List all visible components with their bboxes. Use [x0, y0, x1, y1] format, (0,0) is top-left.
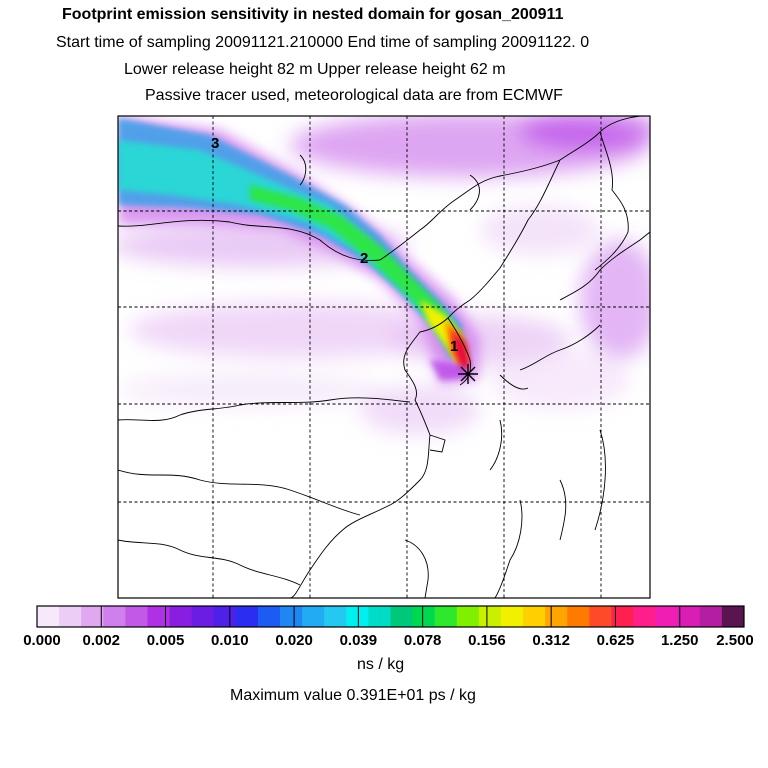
colorbar-cell: [633, 606, 657, 627]
sensitivity-field: [118, 116, 650, 598]
plot-title: Footprint emission sensitivity in nested…: [62, 6, 564, 23]
point-label-1: 1: [450, 338, 458, 355]
colorbar-cell: [699, 606, 723, 627]
colorbar-tick-label: 0.002: [82, 632, 120, 649]
colorbar-tick-label: 0.312: [532, 632, 570, 649]
colorbar-cells: [37, 606, 745, 627]
colorbar-cell: [125, 606, 148, 627]
emission-plume: [118, 116, 480, 385]
colorbar-units: ns / kg: [357, 656, 405, 673]
colorbar-cell: [611, 606, 634, 627]
map-grid: [118, 116, 650, 598]
colorbar-cell: [81, 606, 104, 627]
colorbar-cell: [257, 606, 281, 627]
colorbar: 0.000 0.002 0.005 0.010 0.020 0.039 0.078 0.156…: [23, 605, 754, 649]
colorbar-cell: [500, 606, 524, 627]
colorbar-cell: [324, 606, 347, 627]
coastlines: [118, 116, 650, 598]
colorbar-cell: [523, 606, 546, 627]
colorbar-cell: [169, 606, 193, 627]
receptor-star-icon: [458, 364, 478, 384]
colorbar-cell: [147, 606, 170, 627]
colorbar-cell: [280, 606, 303, 627]
colorbar-tick-label: 0.078: [404, 632, 442, 649]
colorbar-tick-label: 0.010: [211, 632, 249, 649]
colorbar-cell: [103, 606, 126, 627]
colorbar-tick-label: 0.020: [275, 632, 313, 649]
colorbar-cell: [478, 606, 502, 627]
point-label-2: 2: [360, 250, 368, 267]
colorbar-tick-label: 0.156: [468, 632, 506, 649]
colorbar-tick-label: 0.000: [23, 632, 61, 649]
point-label-3: 3: [211, 135, 219, 152]
colorbar-cell: [412, 606, 436, 627]
colorbar-cell: [677, 606, 701, 627]
colorbar-cell: [302, 606, 325, 627]
colorbar-cell: [368, 606, 391, 627]
map-frame: [117, 115, 651, 599]
colorbar-tick-label: 0.625: [597, 632, 635, 649]
colorbar-cell: [434, 606, 458, 627]
colorbar-cell: [235, 606, 259, 627]
colorbar-tick-label: 0.039: [340, 632, 378, 649]
colorbar-tick-label: 0.005: [147, 632, 185, 649]
colorbar-cell: [390, 606, 413, 627]
colorbar-cell: [37, 606, 60, 627]
colorbar-cell: [545, 606, 568, 627]
colorbar-cell: [655, 606, 679, 627]
sampling-times: Start time of sampling 20091121.210000 E…: [56, 34, 590, 51]
colorbar-cell: [456, 606, 480, 627]
tracer-note: Passive tracer used, meteorological data…: [145, 87, 563, 104]
colorbar-tick-label: 2.500: [716, 632, 754, 649]
colorbar-cell: [589, 606, 612, 627]
colorbar-tick-labels: 0.000 0.002 0.005 0.010 0.020 0.039 0.078 0.156…: [23, 606, 754, 649]
colorbar-cell: [213, 606, 237, 627]
colorbar-cell: [59, 606, 82, 627]
colorbar-cell: [191, 606, 215, 627]
colorbar-tick-label: 1.250: [661, 632, 699, 649]
colorbar-cell: [721, 606, 745, 627]
colorbar-cell: [346, 606, 369, 627]
release-heights: Lower release height 82 m Upper release …: [124, 61, 506, 78]
colorbar-cell: [567, 606, 590, 627]
maximum-value: Maximum value 0.391E+01 ps / kg: [230, 687, 476, 704]
footprint-map: 3 2 1: [117, 115, 651, 599]
